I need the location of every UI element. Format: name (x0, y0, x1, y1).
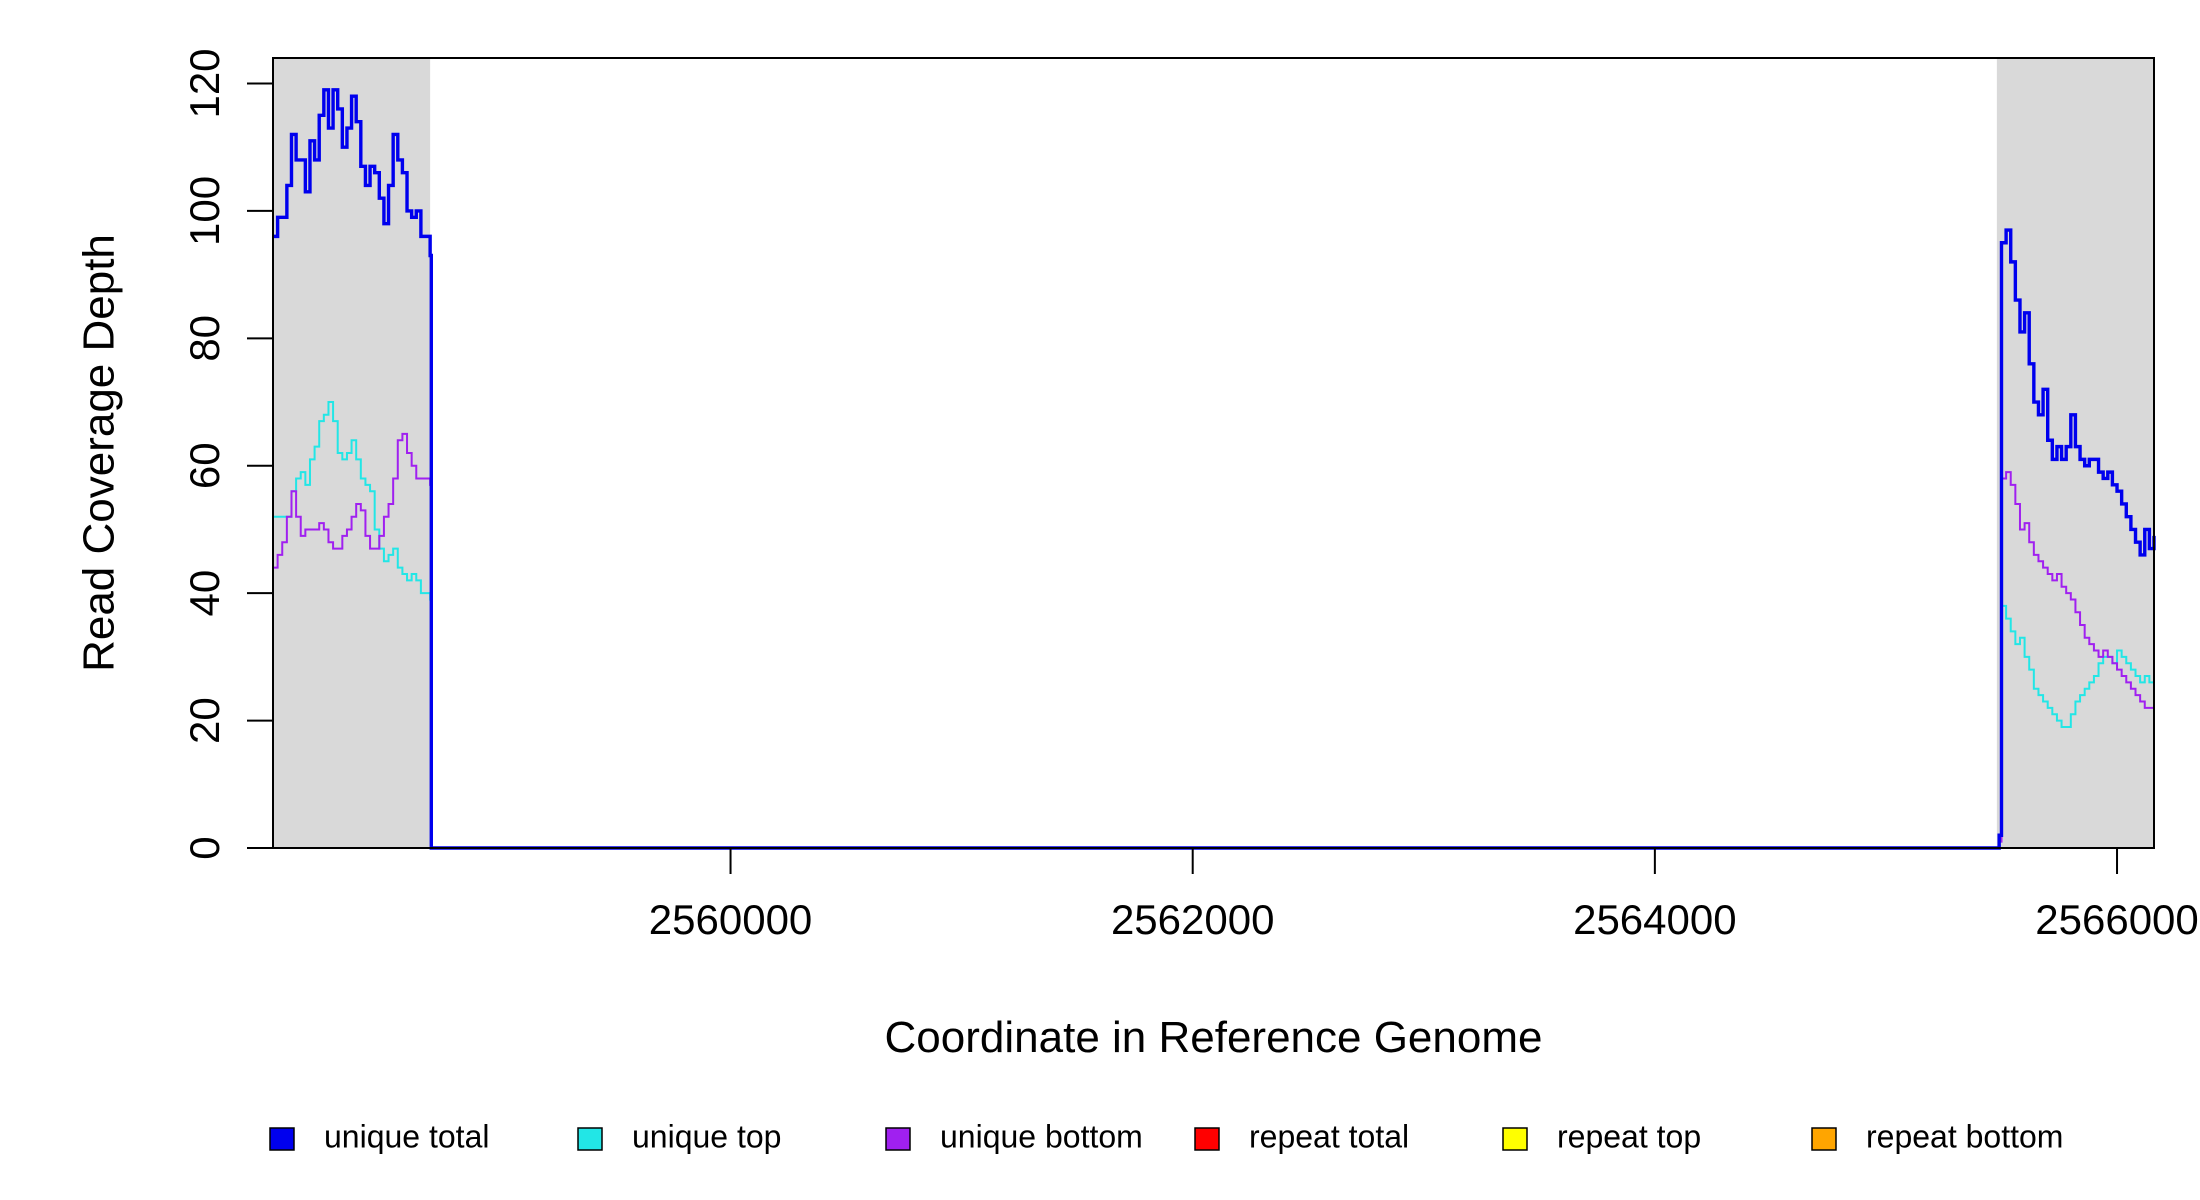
legend-item-repeat-top: repeat top (1502, 1118, 1701, 1154)
y-tick-label: 120 (181, 48, 228, 118)
series-lines (273, 88, 2156, 850)
axes: 2560000 2562000 2564000 2566000 0 20 40 60 80 100… (181, 48, 2199, 943)
y-tick-label: 80 (181, 315, 228, 362)
legend-label: unique bottom (940, 1118, 1143, 1154)
shaded-regions (273, 58, 2154, 848)
legend-swatch (269, 1127, 295, 1151)
legend-label: repeat top (1557, 1118, 1701, 1154)
legend-item-repeat-total: repeat total (1194, 1118, 1409, 1154)
x-tick-label: 2566000 (2035, 896, 2199, 943)
y-tick-label: 0 (181, 836, 228, 859)
y-tick-label: 40 (181, 570, 228, 617)
legend: unique total unique top unique bottom repea… (269, 1118, 2063, 1154)
legend-label: repeat bottom (1866, 1118, 2063, 1154)
legend-swatch (885, 1127, 911, 1151)
legend-swatch (1194, 1127, 1220, 1151)
legend-item-unique-top: unique top (577, 1118, 781, 1154)
x-tick-label: 2564000 (1573, 896, 1737, 943)
x-tick-label: 2562000 (1111, 896, 1275, 943)
series-line-unique-total (273, 88, 2156, 850)
y-tick-label: 100 (181, 176, 228, 246)
plot-frame (272, 57, 2155, 849)
x-axis-title: Coordinate in Reference Genome (885, 1013, 1543, 1062)
y-axis-title: Read Coverage Depth (75, 234, 124, 672)
legend-label: unique top (632, 1118, 781, 1154)
series-line-unique-top (273, 401, 2155, 849)
series-line-unique-bottom (273, 432, 2154, 849)
legend-swatch (1811, 1127, 1837, 1151)
legend-item-repeat-bottom: repeat bottom (1811, 1118, 2063, 1154)
legend-swatch (577, 1127, 603, 1151)
x-tick-label: 2560000 (649, 896, 813, 943)
y-tick-label: 20 (181, 697, 228, 744)
y-tick-label: 60 (181, 442, 228, 489)
legend-item-unique-bottom: unique bottom (885, 1118, 1143, 1154)
legend-item-unique-total: unique total (269, 1118, 489, 1154)
legend-swatch (1502, 1127, 1528, 1151)
shaded-region-2 (1996, 58, 2154, 848)
legend-label: repeat total (1249, 1118, 1409, 1154)
legend-label: unique total (324, 1118, 489, 1154)
